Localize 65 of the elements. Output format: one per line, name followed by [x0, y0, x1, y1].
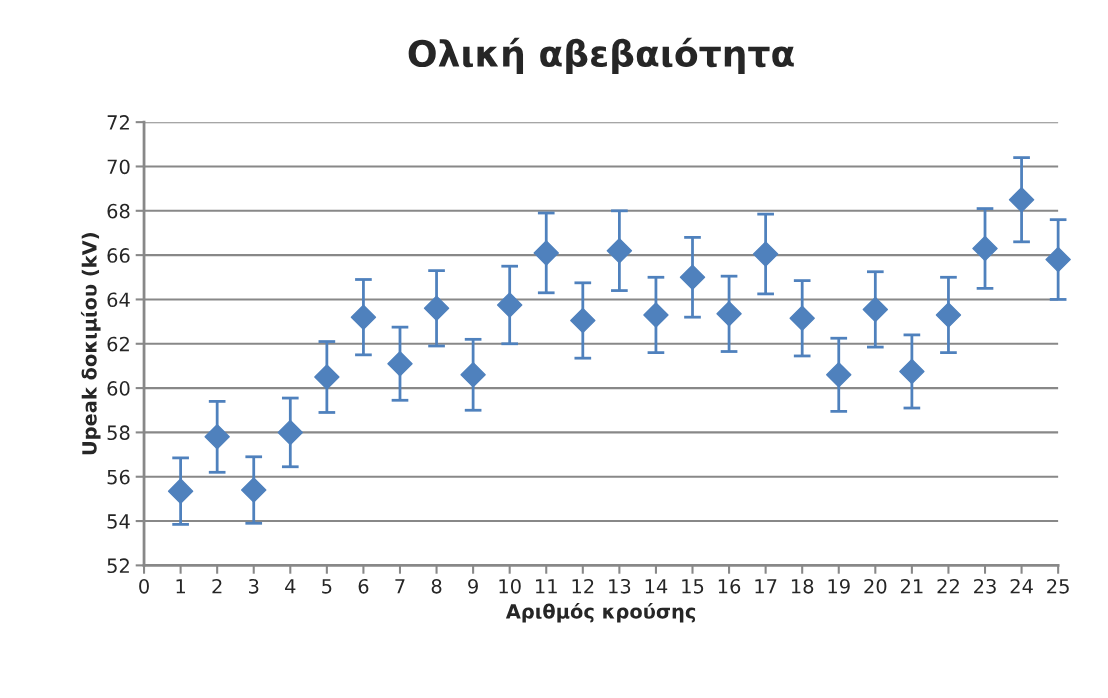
x-tick-label: 17 [755, 579, 777, 594]
y-tick-label: 54 [107, 514, 130, 529]
x-tick-label: 1 [176, 579, 185, 594]
x-tick-label: 12 [572, 578, 594, 594]
y-tick-label: 58 [107, 425, 130, 441]
x-tick-label: 3 [249, 578, 259, 594]
x-tick-label: 0 [139, 578, 149, 594]
y-axis-title: Upeak δοκιμίου (kV) [80, 233, 101, 455]
point [314, 364, 340, 390]
x-tick-label: 24 [1010, 578, 1033, 594]
y-tick-label: 72 [107, 115, 129, 130]
point [606, 237, 633, 264]
x-tick-label: 13 [609, 578, 631, 594]
point [752, 241, 779, 267]
y-tick-label: 52 [107, 558, 129, 574]
point [826, 362, 852, 388]
point [533, 240, 559, 266]
y-tick-label: 64 [107, 292, 130, 308]
x-tick-label: 7 [395, 579, 405, 594]
x-tick-label: 6 [358, 578, 369, 594]
x-tick-label: 22 [937, 578, 959, 594]
point [972, 235, 998, 262]
point [350, 304, 377, 330]
x-tick-label: 21 [900, 578, 923, 594]
point [899, 358, 925, 385]
x-tick-label: 14 [645, 579, 668, 594]
x-tick-label: 9 [468, 578, 478, 594]
point [789, 305, 815, 332]
x-tick-label: 8 [431, 578, 442, 594]
point [570, 307, 596, 334]
chart-title: Ολική αβεβαιότητα [408, 37, 794, 75]
x-tick-label: 18 [791, 578, 814, 594]
point [643, 302, 669, 328]
point [204, 424, 230, 450]
x-tick-label: 23 [974, 578, 996, 594]
point [1008, 186, 1035, 213]
point [862, 296, 889, 323]
x-tick-label: 15 [682, 579, 704, 594]
x-tick-label: 5 [322, 579, 332, 594]
y-tick-label: 56 [107, 469, 130, 485]
point [460, 362, 486, 388]
y-tick-label: 66 [107, 248, 130, 263]
y-tick-label: 70 [107, 159, 130, 175]
y-tick-label: 60 [107, 381, 130, 396]
point [1045, 246, 1071, 273]
point [935, 302, 962, 328]
x-tick-label: 2 [212, 578, 222, 594]
point [716, 301, 742, 327]
x-tick-label: 11 [536, 579, 557, 594]
point [423, 295, 450, 322]
x-axis-title: Αριθμός κρούσης [505, 602, 696, 623]
x-tick-label: 4 [285, 579, 296, 594]
point [277, 419, 304, 446]
point [387, 350, 413, 377]
y-tick-label: 68 [107, 203, 130, 219]
x-tick-label: 25 [1047, 578, 1069, 594]
point [167, 478, 194, 504]
x-tick-label: 16 [718, 578, 741, 594]
point [241, 477, 267, 503]
point [679, 264, 706, 291]
x-tick-label: 19 [828, 578, 850, 594]
x-tick-label: 20 [864, 578, 887, 594]
point [496, 292, 523, 318]
y-tick-label: 62 [107, 336, 129, 352]
x-tick-label: 10 [499, 578, 521, 594]
